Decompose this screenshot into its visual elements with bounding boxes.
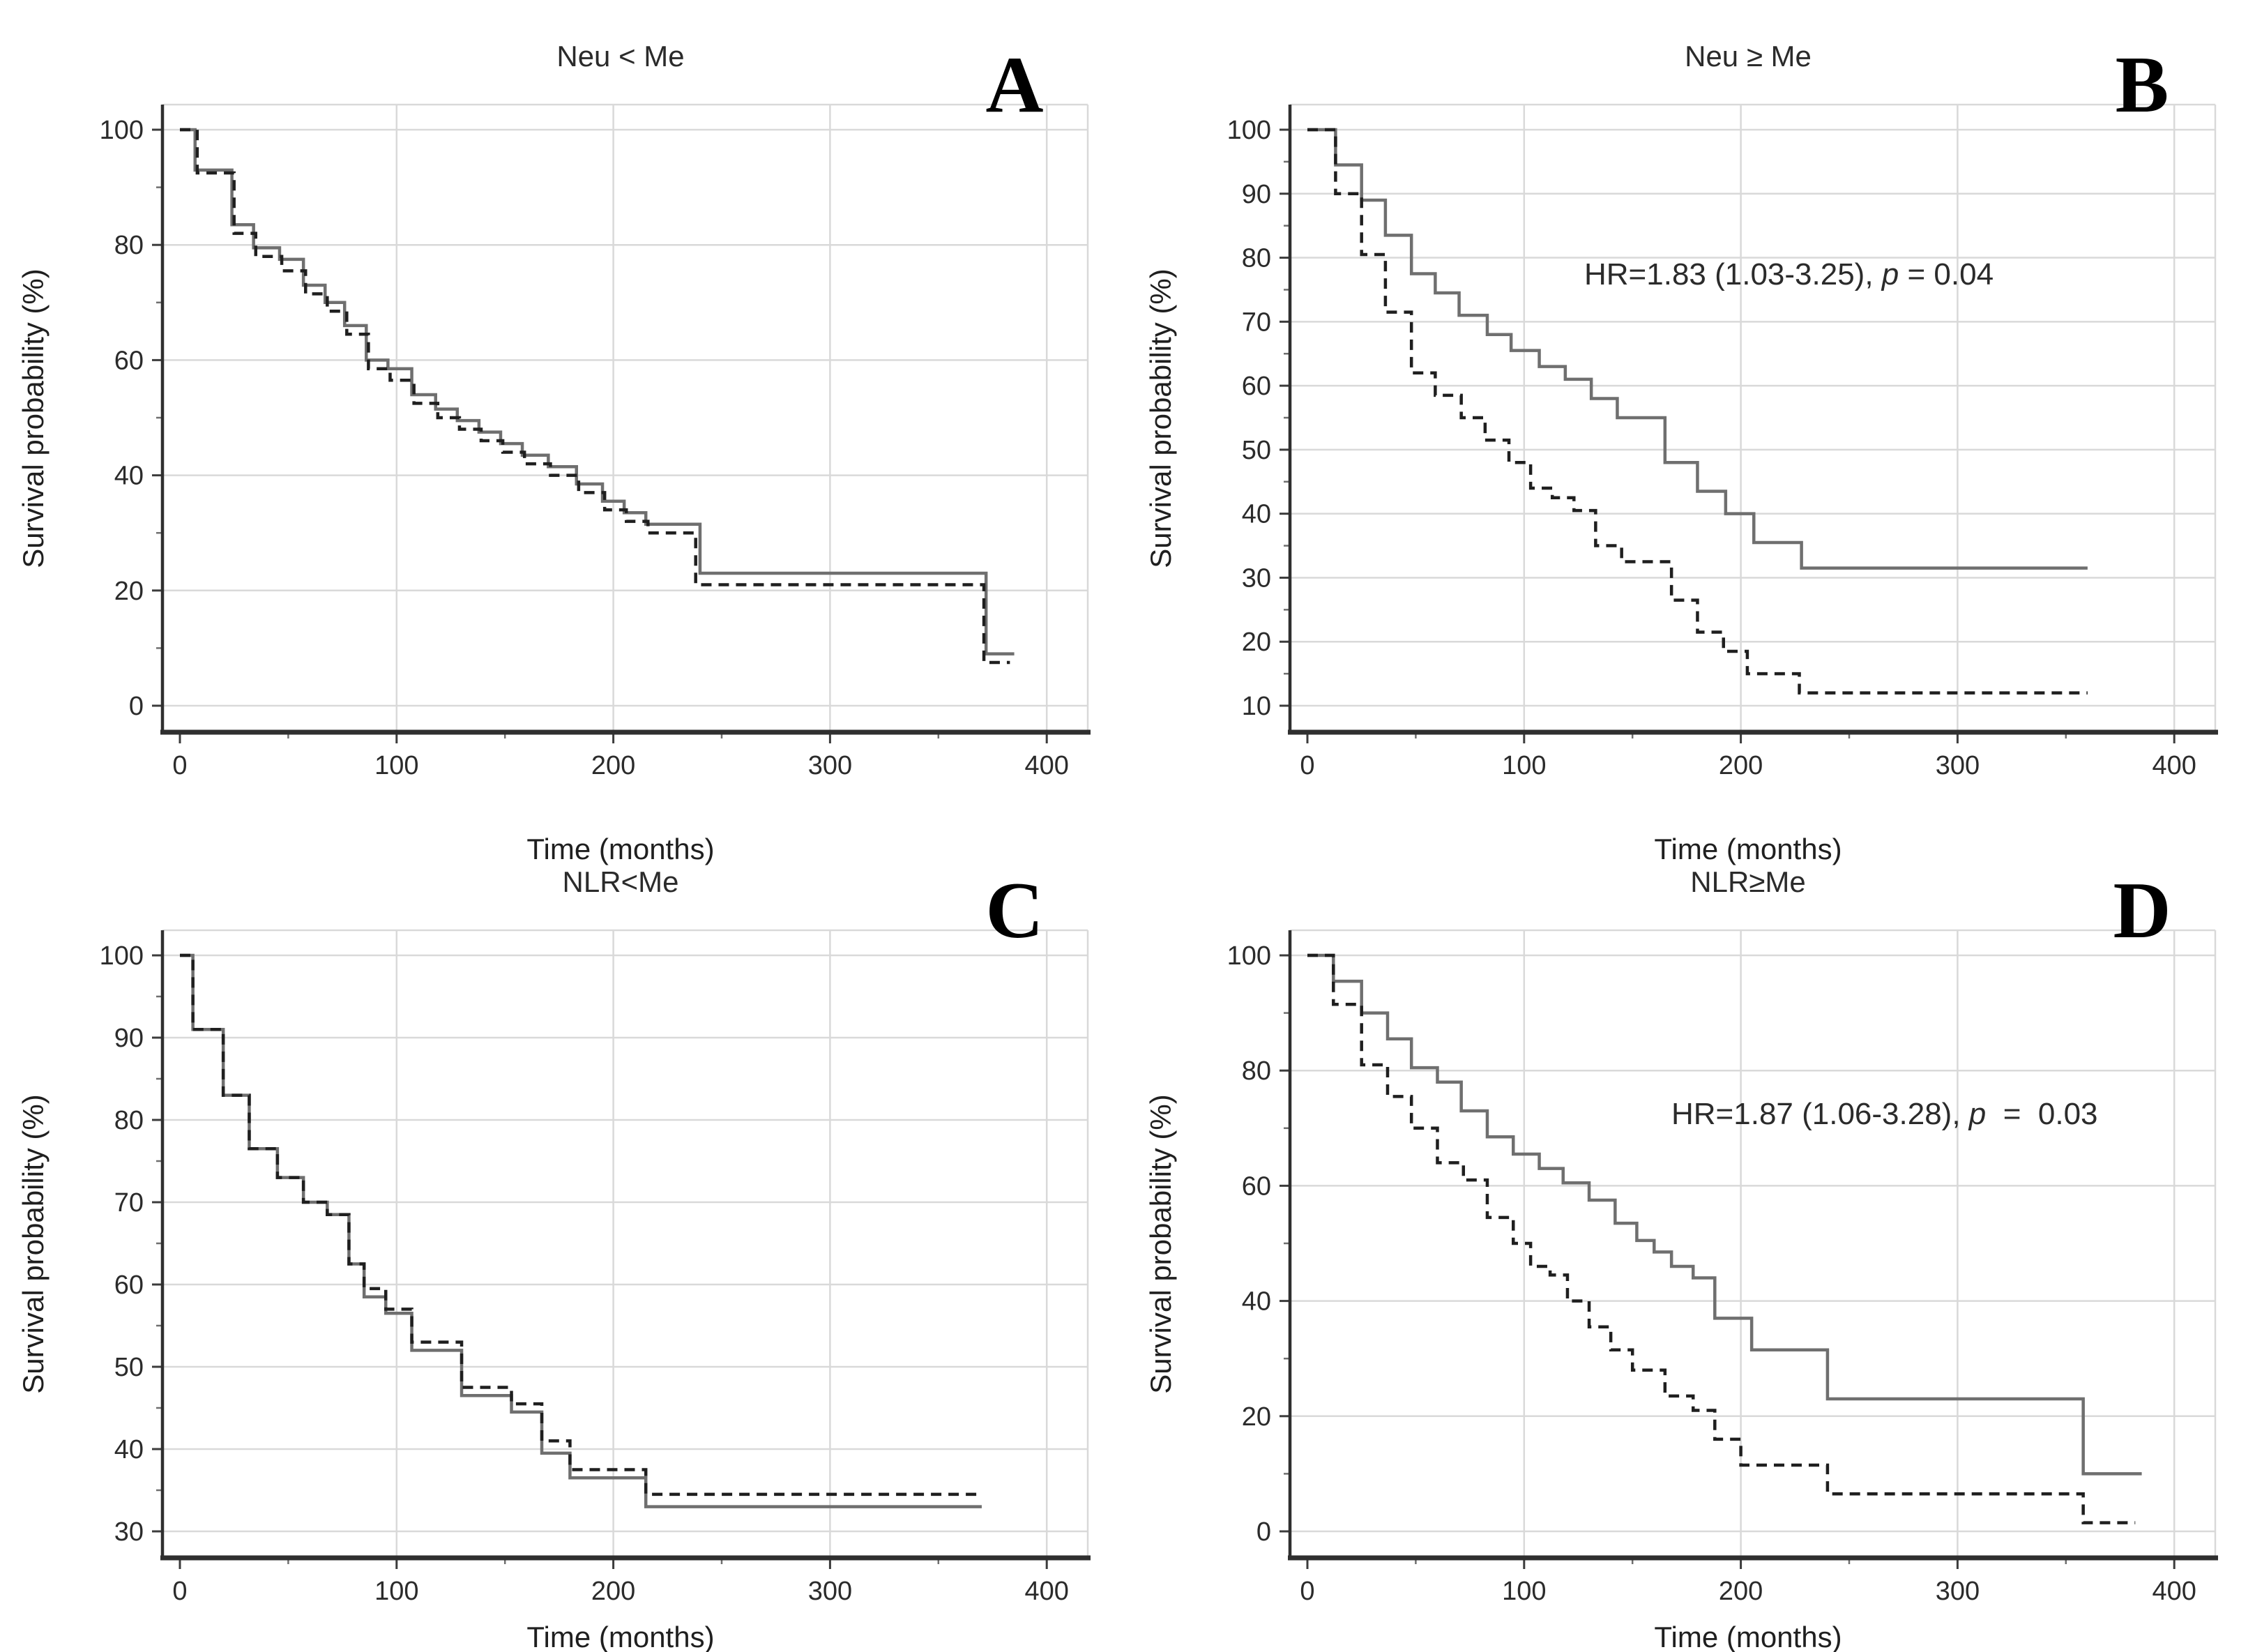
annotation-p-symbol: p: [1881, 257, 1899, 291]
survival-curve-solid: [1307, 953, 2142, 1476]
x-tick-label-0: 0: [1300, 1577, 1314, 1606]
y-tick-label-20: 20: [1242, 628, 1271, 657]
annotation-prefix: HR=1.83 (1.03-3.25),: [1584, 257, 1882, 291]
x-tick-label-200: 200: [591, 751, 635, 780]
x-tick-label-400: 400: [1024, 751, 1068, 780]
y-tick-label-70: 70: [114, 1188, 144, 1218]
panel-D: 0 20 40 60 80 100 0 100 200 300 400 NLR≥Me D Survi…: [1144, 865, 2218, 1652]
panel-A-title: Neu < Me: [556, 40, 684, 73]
panel-D-hr-annotation: HR=1.87 (1.06-3.28), p = 0.03: [1671, 1097, 2098, 1131]
panel-D-x-axis-label: Time (months): [1654, 1621, 1842, 1652]
y-tick-label-0: 0: [129, 692, 144, 721]
y-tick-label-20: 20: [1242, 1402, 1271, 1432]
x-tick-label-0: 0: [1300, 751, 1314, 780]
panel-A-y-axis-label: Survival probability (%): [17, 268, 50, 568]
panel-B-title: Neu ≥ Me: [1685, 40, 1812, 73]
panel-D-title: NLR≥Me: [1690, 865, 1805, 898]
y-tick-label-40: 40: [1242, 500, 1271, 529]
y-tick-label-90: 90: [1242, 180, 1271, 209]
panel-C-letter: C: [985, 866, 1043, 955]
x-tick-label-100: 100: [374, 1577, 418, 1606]
panel-B-hr-annotation: HR=1.83 (1.03-3.25), p = 0.04: [1584, 257, 1994, 291]
x-tick-label-200: 200: [1719, 1577, 1763, 1606]
x-tick-label-400: 400: [1024, 1577, 1068, 1606]
y-tick-label-70: 70: [1242, 308, 1271, 337]
panel-D-plot-area: 0 20 40 60 80 100 0 100 200 300 400: [1227, 929, 2218, 1606]
annotation-prefix: HR=1.87 (1.06-3.28),: [1671, 1097, 1969, 1131]
panel-D-letter: D: [2113, 866, 2171, 955]
panel-B: 10 20 30 40 50 60 70 80 90 100 0 100 200 300 400 Neu ≥…: [1144, 40, 2218, 865]
survival-curve-solid: [1307, 128, 2088, 570]
survival-curve-dashed: [1307, 953, 2136, 1524]
y-tick-label-80: 80: [1242, 1056, 1271, 1086]
annotation-suffix: = 0.03: [1986, 1097, 2097, 1131]
y-tick-label-100: 100: [1227, 941, 1271, 971]
y-tick-label-60: 60: [1242, 1172, 1271, 1201]
panel-C-title: NLR<Me: [563, 865, 679, 898]
x-tick-label-0: 0: [172, 1577, 187, 1606]
y-tick-label-30: 30: [114, 1517, 144, 1547]
x-tick-label-0: 0: [172, 751, 187, 780]
x-tick-label-300: 300: [1936, 751, 1980, 780]
x-tick-label-300: 300: [808, 1577, 852, 1606]
survival-curve-dashed: [1307, 128, 2088, 695]
panel-A: 0 20 40 60 80 100 0 100 200 300 400 Neu < Me A Sur…: [17, 40, 1091, 865]
x-tick-label-400: 400: [2152, 1577, 2196, 1606]
y-tick-label-80: 80: [1242, 244, 1271, 273]
y-tick-label-30: 30: [1242, 563, 1271, 593]
annotation-p-symbol: p: [1968, 1097, 1986, 1131]
panel-D-y-axis-label: Survival probability (%): [1144, 1094, 1177, 1393]
survival-curve-dashed: [180, 953, 982, 1496]
x-tick-label-200: 200: [591, 1577, 635, 1606]
x-tick-label-400: 400: [2152, 751, 2196, 780]
panel-B-plot-area: 10 20 30 40 50 60 70 80 90 100 0 100 200 300 400: [1227, 103, 2218, 780]
annotation-suffix: = 0.04: [1899, 257, 1994, 291]
y-tick-label-50: 50: [114, 1353, 144, 1382]
panel-B-y-axis-label: Survival probability (%): [1144, 268, 1177, 568]
panel-C-y-axis-label: Survival probability (%): [17, 1094, 50, 1393]
panel-A-letter: A: [985, 40, 1043, 129]
y-tick-label-60: 60: [1242, 372, 1271, 401]
y-tick-label-20: 20: [114, 577, 144, 606]
x-tick-label-100: 100: [374, 751, 418, 780]
y-tick-label-0: 0: [1256, 1517, 1271, 1547]
y-tick-label-40: 40: [114, 1435, 144, 1464]
y-tick-label-100: 100: [1227, 116, 1271, 145]
y-tick-label-40: 40: [1242, 1287, 1271, 1317]
panel-A-x-axis-label: Time (months): [526, 833, 714, 865]
y-tick-label-10: 10: [1242, 692, 1271, 721]
y-tick-label-60: 60: [114, 346, 144, 375]
y-tick-label-100: 100: [100, 941, 144, 971]
y-tick-label-80: 80: [114, 231, 144, 260]
panel-A-plot-area: 0 20 40 60 80 100 0 100 200 300 400: [100, 103, 1091, 780]
x-tick-label-100: 100: [1502, 1577, 1546, 1606]
y-tick-label-40: 40: [114, 462, 144, 491]
x-tick-label-300: 300: [1936, 1577, 1980, 1606]
x-tick-label-300: 300: [808, 751, 852, 780]
survival-curve-dashed: [180, 128, 1010, 665]
y-tick-label-90: 90: [114, 1024, 144, 1053]
panel-C-x-axis-label: Time (months): [526, 1621, 714, 1652]
y-tick-label-50: 50: [1242, 436, 1271, 465]
panel-B-x-axis-label: Time (months): [1654, 833, 1842, 865]
panel-B-letter: B: [2116, 40, 2169, 129]
x-tick-label-200: 200: [1719, 751, 1763, 780]
survival-curve-solid: [180, 128, 1015, 656]
y-tick-label-80: 80: [114, 1106, 144, 1135]
x-tick-label-100: 100: [1502, 751, 1546, 780]
panel-C-plot-area: 30 40 50 60 70 80 90 100 0 100 200 300 400: [100, 929, 1091, 1606]
y-tick-label-100: 100: [100, 116, 144, 145]
y-tick-label-60: 60: [114, 1271, 144, 1300]
